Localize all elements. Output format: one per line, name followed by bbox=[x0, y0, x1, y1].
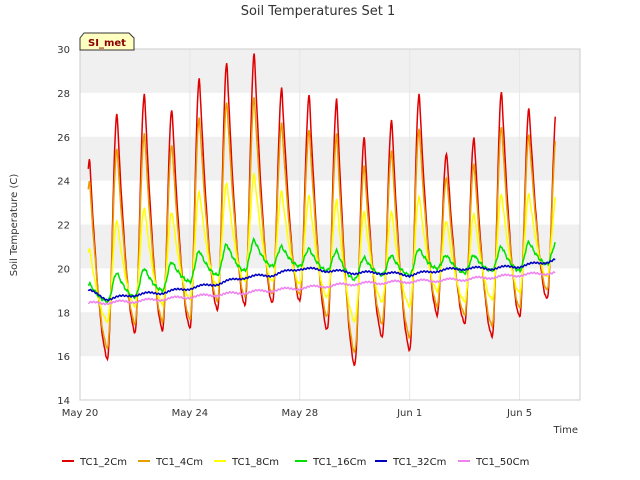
y-tick-label: 24 bbox=[57, 177, 70, 188]
x-axis-label: Time bbox=[553, 425, 578, 436]
y-tick-label: 20 bbox=[57, 264, 70, 275]
station-badge-box bbox=[79, 32, 135, 51]
chart-title: Soil Temperatures Set 1 bbox=[241, 4, 396, 19]
x-tick-label: May 28 bbox=[281, 408, 318, 419]
legend-label: TC1_2Cm bbox=[79, 457, 127, 468]
series-line-tc1-16cm bbox=[87, 236, 556, 304]
grid-band bbox=[80, 136, 580, 181]
legend: TC1_2Cm TC1_4Cm TC1_8Cm TC1_16Cm TC1_32Cm TC1… bbox=[62, 457, 529, 468]
legend-label: TC1_50Cm bbox=[475, 457, 529, 468]
plot-frame bbox=[79, 48, 581, 401]
series-line-tc1-32cm bbox=[87, 258, 556, 302]
grid-band bbox=[80, 49, 580, 93]
legend-label: TC1_32Cm bbox=[392, 457, 446, 468]
y-axis-ticks: 14 16 18 20 22 24 26 28 30 bbox=[57, 45, 70, 407]
station-badge: SI_met bbox=[79, 32, 135, 51]
station-badge-label: SI_met bbox=[88, 38, 126, 49]
y-tick-label: 22 bbox=[57, 221, 70, 232]
legend-label: TC1_8Cm bbox=[231, 457, 279, 468]
y-tick-label: 18 bbox=[57, 308, 70, 319]
grid-band bbox=[80, 224, 580, 269]
grid-band bbox=[80, 312, 580, 357]
y-tick-label: 30 bbox=[57, 45, 70, 56]
y-tick-label: 28 bbox=[57, 89, 70, 100]
y-tick-label: 14 bbox=[57, 396, 70, 407]
x-tick-label: Jun 5 bbox=[506, 408, 532, 419]
y-axis-label: Soil Temperature (C) bbox=[9, 174, 20, 277]
series-line-tc1-8cm bbox=[87, 172, 557, 324]
y-tick-label: 26 bbox=[57, 133, 70, 144]
x-tick-label: May 20 bbox=[62, 408, 99, 419]
legend-label: TC1_4Cm bbox=[155, 457, 203, 468]
series-lines bbox=[87, 53, 557, 367]
x-tick-label: Jun 1 bbox=[396, 408, 422, 419]
series-line-tc1-50cm bbox=[87, 271, 556, 306]
x-tick-label: May 24 bbox=[172, 408, 209, 419]
legend-label: TC1_16Cm bbox=[312, 457, 366, 468]
y-tick-label: 16 bbox=[57, 352, 70, 363]
x-axis-ticks: May 20 May 24 May 28 Jun 1 Jun 5 bbox=[62, 408, 532, 419]
